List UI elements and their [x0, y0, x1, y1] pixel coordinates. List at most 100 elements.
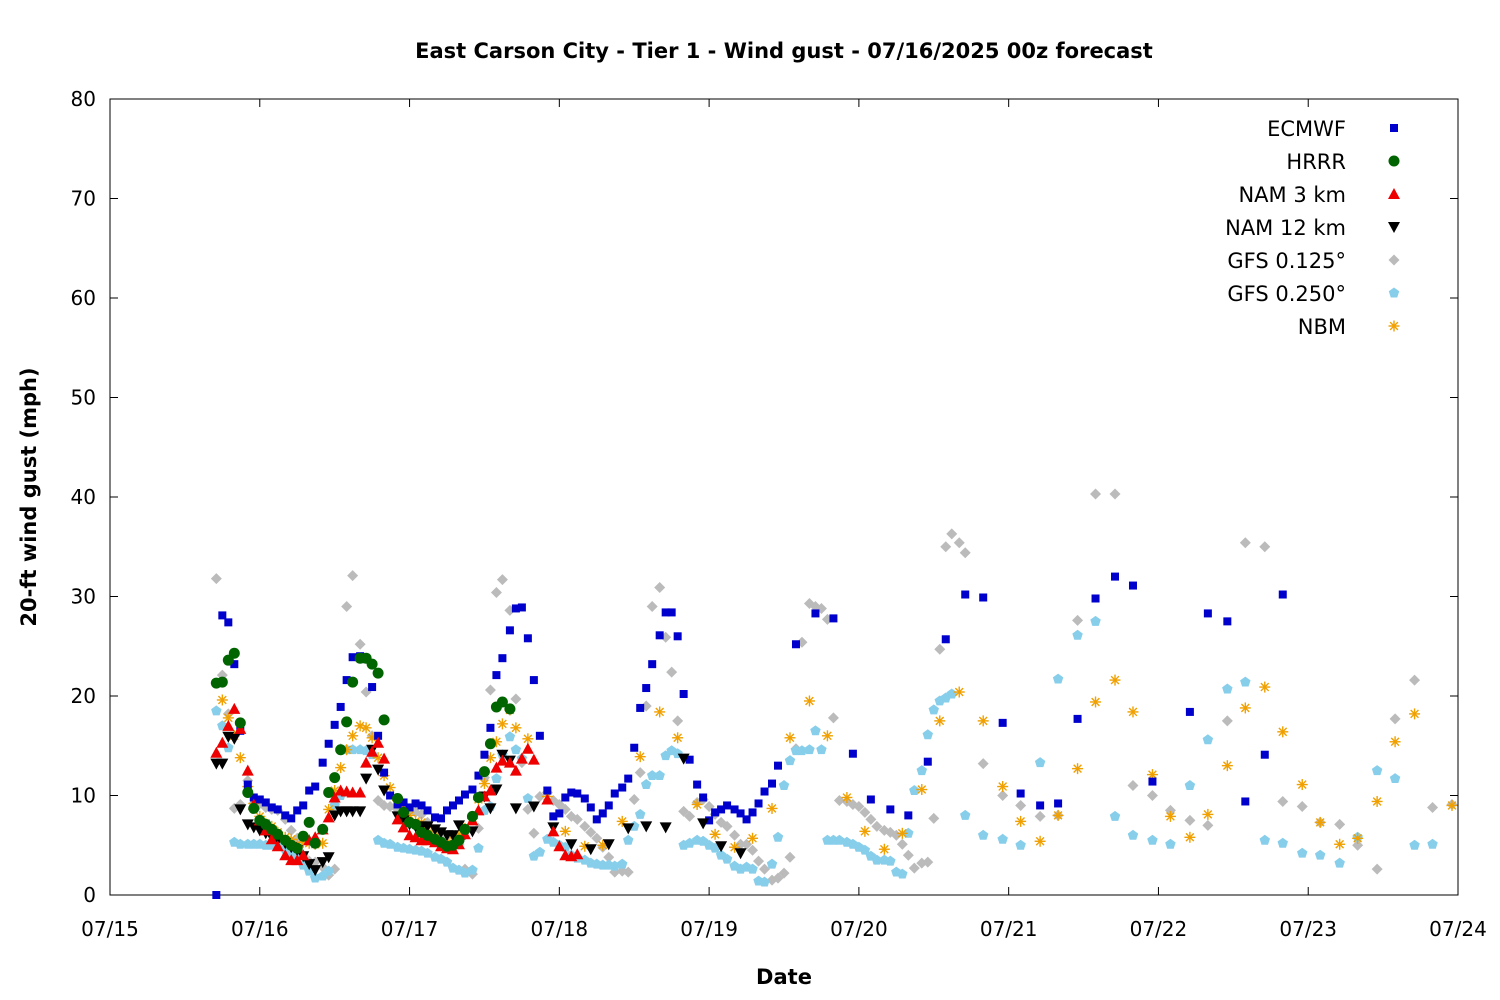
data-point-gfs-0-125	[1427, 801, 1439, 813]
data-point-nbm	[1371, 795, 1383, 807]
data-point-ecmwf	[386, 791, 395, 800]
data-point-ecmwf	[543, 786, 552, 795]
data-point-nbm	[1052, 809, 1064, 821]
legend-label-gfs-0-125: GFS 0.125°	[1227, 249, 1346, 273]
data-point-gfs-0-250	[766, 858, 778, 869]
data-point-nam-12-km	[484, 803, 497, 815]
data-point-nam-3-km	[222, 719, 235, 731]
data-point-nbm	[1164, 810, 1176, 822]
data-point-gfs-0-125	[946, 528, 958, 540]
data-point-ecmwf	[886, 805, 895, 814]
data-point-gfs-0-125	[953, 537, 965, 549]
y-tick-label: 80	[71, 87, 96, 111]
data-point-ecmwf	[736, 809, 745, 818]
data-point-ecmwf	[505, 626, 514, 635]
data-point-nam-3-km	[297, 849, 310, 861]
data-point-ecmwf	[448, 801, 457, 810]
data-point-nbm	[335, 762, 347, 774]
legend-marker-ecmwf	[1390, 124, 1398, 132]
data-point-gfs-0-125	[1221, 715, 1233, 727]
data-point-gfs-0-250	[1371, 765, 1383, 776]
data-point-ecmwf	[866, 795, 875, 804]
data-point-nam-3-km	[553, 840, 566, 852]
data-point-ecmwf	[791, 640, 800, 649]
data-point-nbm	[1127, 706, 1139, 718]
data-point-gfs-0-250	[422, 847, 433, 858]
data-point-gfs-0-250	[1202, 734, 1214, 745]
data-point-nbm	[1221, 760, 1233, 772]
data-point-ecmwf	[437, 814, 446, 823]
data-point-nam-12-km	[622, 823, 635, 835]
data-point-nbm	[1409, 708, 1421, 720]
data-point-gfs-0-250	[1109, 810, 1121, 821]
data-point-nbm	[1015, 815, 1027, 827]
data-point-gfs-0-125	[922, 856, 934, 868]
data-point-gfs-0-125	[908, 862, 920, 874]
y-tick-label: 20	[71, 684, 96, 708]
data-point-gfs-0-250	[459, 867, 471, 878]
data-point-ecmwf	[423, 806, 432, 815]
data-point-gfs-0-125	[684, 810, 696, 822]
data-point-hrrr	[309, 837, 321, 849]
data-point-ecmwf	[212, 891, 221, 899]
data-point-ecmwf	[667, 608, 676, 617]
data-point-nbm	[234, 752, 246, 764]
data-point-ecmwf	[230, 660, 239, 669]
data-point-ecmwf	[618, 783, 627, 792]
data-point-nam-12-km	[241, 819, 254, 831]
data-point-nbm	[997, 781, 1009, 793]
data-point-ecmwf	[555, 809, 564, 818]
legend-label-hrrr: HRRR	[1286, 150, 1346, 174]
data-point-gfs-0-250	[997, 833, 1008, 844]
data-point-ecmwf	[717, 805, 726, 814]
data-point-ecmwf	[517, 603, 526, 612]
data-point-nam-3-km	[391, 813, 404, 825]
data-point-ecmwf	[330, 720, 339, 729]
data-point-gfs-0-250	[721, 853, 733, 864]
data-point-nam-12-km	[328, 810, 341, 822]
data-point-nbm	[821, 730, 833, 742]
data-point-ecmwf	[255, 795, 264, 804]
data-point-nam-12-km	[640, 821, 653, 833]
data-point-nam-3-km	[271, 840, 284, 852]
x-tick-label: 07/15	[81, 917, 139, 941]
data-point-nbm	[1334, 838, 1346, 850]
data-point-gfs-0-250	[759, 876, 770, 887]
data-point-hrrr	[472, 791, 484, 803]
data-point-nam-3-km	[378, 752, 391, 764]
data-point-gfs-0-125	[1127, 780, 1139, 792]
data-point-nam-12-km	[602, 839, 615, 851]
y-axis-title: 20-ft wind gust (mph)	[17, 367, 41, 626]
data-point-gfs-0-125	[977, 758, 989, 770]
data-point-nam-3-km	[210, 746, 223, 758]
data-point-ecmwf	[1203, 609, 1212, 618]
data-point-nam-3-km	[496, 754, 509, 766]
data-point-ecmwf	[368, 683, 377, 692]
data-point-nam-12-km	[429, 824, 442, 836]
data-point-ecmwf	[768, 779, 777, 788]
data-point-nbm	[766, 802, 778, 814]
data-point-nam-12-km	[316, 857, 329, 869]
data-point-ecmwf	[1036, 801, 1045, 810]
data-point-gfs-0-250	[1334, 857, 1345, 868]
data-point-nam-12-km	[677, 753, 690, 765]
data-point-nam-12-km	[697, 818, 710, 830]
data-point-nam-12-km	[490, 784, 503, 796]
data-point-nbm	[1184, 831, 1196, 843]
data-point-nbm	[347, 730, 359, 742]
axes: 0 10 20 30 40 50 60 70 80 07/15 07/16 07/17 07/18 07/…	[71, 87, 1487, 941]
data-point-ecmwf	[261, 798, 270, 807]
data-point-ecmwf	[1128, 581, 1137, 590]
data-point-gfs-0-125	[853, 800, 865, 812]
data-point-ecmwf	[218, 611, 227, 620]
data-point-nbm	[634, 751, 646, 763]
legend-label-nam-3-km: NAM 3 km	[1238, 183, 1346, 207]
data-point-gfs-0-250	[534, 846, 546, 857]
data-point-gfs-0-125	[484, 684, 496, 696]
data-point-hrrr	[335, 744, 347, 756]
data-point-gfs-0-125	[628, 793, 640, 805]
data-point-gfs-0-125	[934, 643, 946, 655]
data-point-gfs-0-125	[341, 600, 353, 612]
data-point-ecmwf	[431, 813, 440, 822]
data-point-nbm	[654, 706, 666, 718]
